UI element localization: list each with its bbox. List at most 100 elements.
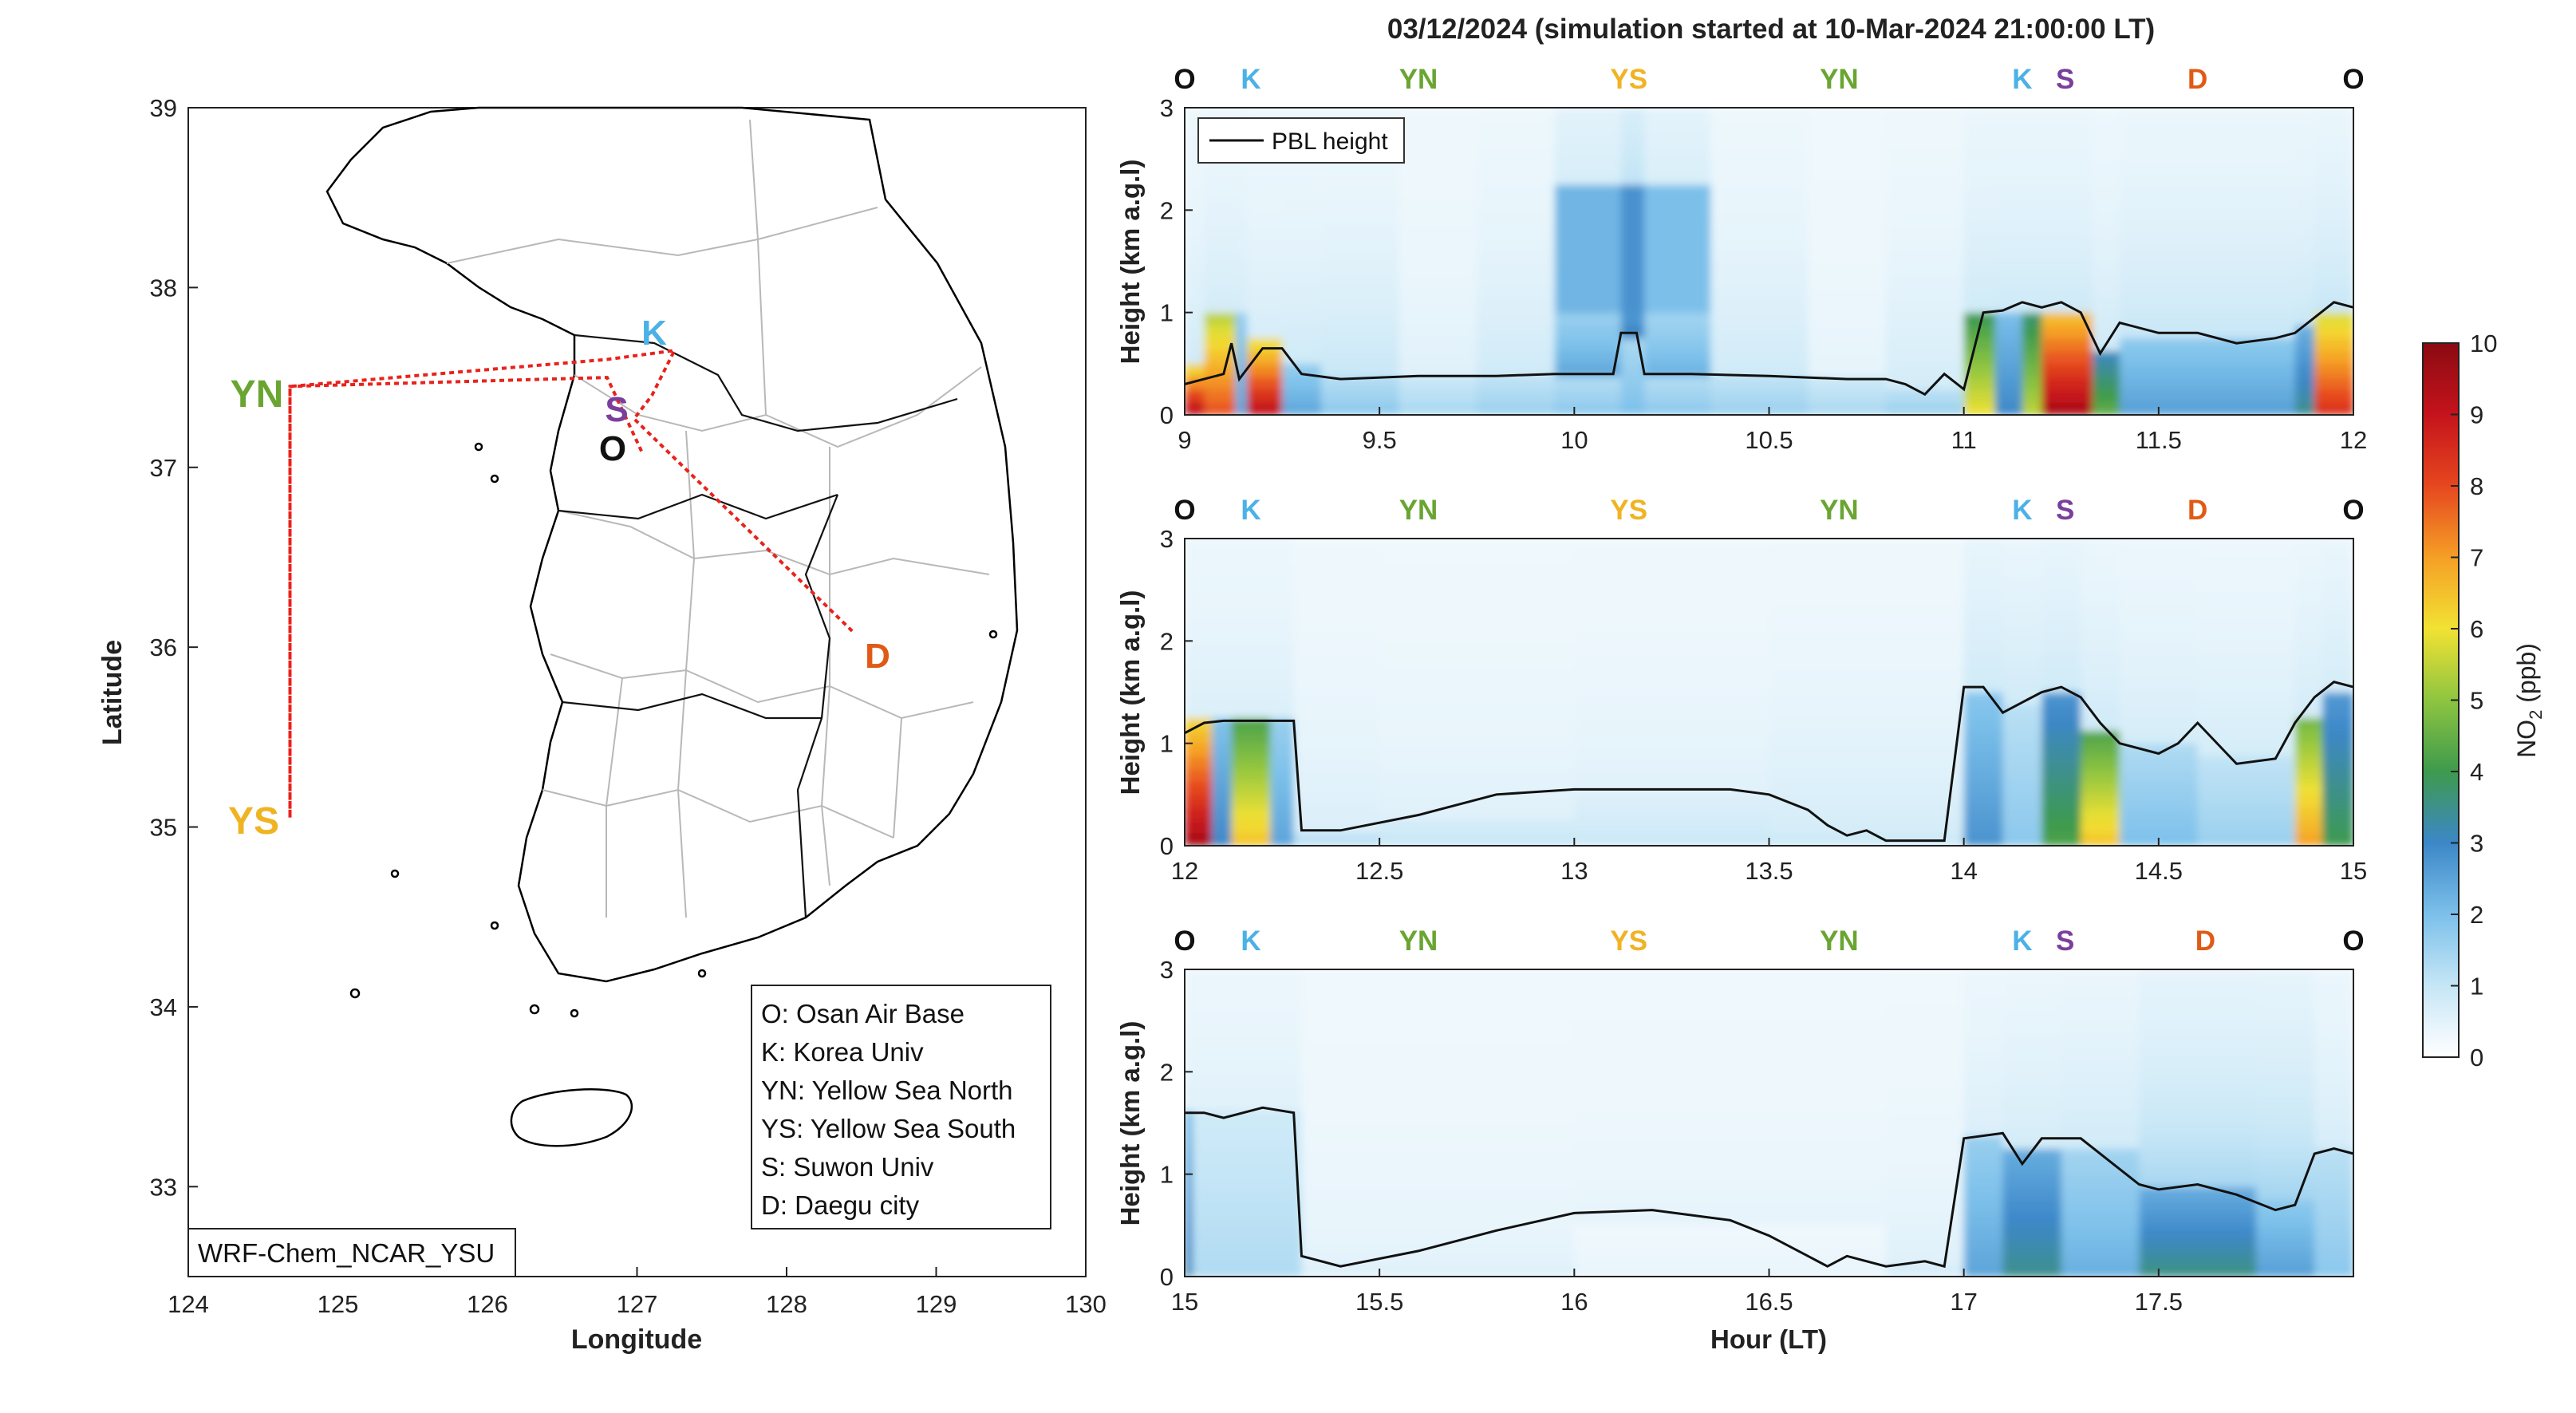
heat-cell (1379, 564, 1575, 578)
heat-cell (1574, 1186, 1887, 1201)
heat-cell (2139, 969, 2257, 983)
heat-cell (1192, 1186, 1302, 1201)
island-dot (988, 630, 998, 639)
heat-cell (2061, 1225, 2140, 1239)
heat-cell (2002, 1237, 2062, 1252)
model-label: WRF-Chem_NCAR_YSU (187, 1228, 516, 1277)
heat-cell (2061, 1072, 2140, 1085)
heat-cell (1270, 781, 1295, 795)
heat-cell (2197, 768, 2296, 783)
heat-cell (2294, 401, 2315, 415)
site-label-o: O (2342, 64, 2364, 95)
heat-cell (2294, 235, 2315, 249)
ytick-label: 3 (1160, 525, 1174, 553)
heat-cell (1554, 159, 1622, 172)
pbl-line-1 (1184, 301, 2354, 397)
heat-cell (2041, 120, 2093, 134)
heat-cell (2002, 1110, 2062, 1123)
heat-cell (1247, 235, 1283, 249)
heat-cell (1963, 1161, 2003, 1175)
heat-cell (1212, 832, 1233, 846)
heat-cell (1204, 223, 1236, 236)
heat-cell (1185, 692, 1213, 706)
heat-cell (1301, 1161, 1575, 1175)
ytick-label: 0 (1160, 832, 1174, 860)
pbl-line-2 (1184, 681, 2354, 843)
heat-cell (2139, 1263, 2257, 1277)
heat-cell (2322, 832, 2353, 846)
heat-cell (1554, 210, 1622, 223)
heat-cell (1185, 1072, 1193, 1085)
heat-cell (2092, 108, 2120, 121)
heat-cell (1994, 133, 2023, 147)
heat-cell (1554, 248, 1622, 262)
heat-cell (1886, 1020, 1965, 1034)
admin-line (820, 447, 830, 886)
heat-cell (1554, 261, 1622, 275)
heat-cell (2314, 995, 2353, 1008)
heat-cell (1192, 1033, 1302, 1047)
heat-cell (1963, 666, 2003, 680)
heat-cell (1554, 184, 1622, 198)
heat-cell (1963, 210, 1996, 223)
heat-cell (1963, 819, 2003, 834)
heat-cell (1808, 299, 1887, 314)
heat-cell (1204, 389, 1236, 403)
heat-cell (1185, 1046, 1193, 1060)
heat-cell (1247, 350, 1283, 365)
heat-cell (2002, 1072, 2062, 1085)
heat-cell (1994, 401, 2023, 415)
heat-cell (2002, 564, 2042, 578)
heat-cell (1379, 756, 1575, 770)
heat-cell (1398, 159, 1477, 172)
heat-cell (2002, 615, 2042, 629)
heat-cell (1574, 692, 1769, 706)
route-line (288, 348, 855, 819)
heat-cell (1204, 337, 1236, 352)
map-xtick-label: 126 (467, 1290, 508, 1318)
heat-cell (2041, 705, 2081, 719)
heat-cell (2041, 389, 2093, 403)
heat-cell (1185, 615, 1213, 629)
heat-cell (2120, 363, 2296, 377)
heat-cell (1963, 705, 2003, 719)
heat-cell (1282, 235, 1322, 249)
heat-cell (1204, 286, 1236, 301)
heat-cell (2322, 653, 2353, 667)
heat-cell (1212, 692, 1233, 706)
map-site-label-ys: YS (228, 800, 279, 843)
heat-cell (1963, 350, 1996, 365)
heat-cell (1554, 350, 1622, 365)
heat-cell (2022, 376, 2042, 390)
heat-cell (2294, 794, 2323, 808)
heat-cell (1574, 832, 1769, 846)
heat-cell (2092, 146, 2120, 160)
heat-cell (1270, 832, 1295, 846)
heat-cell (1282, 223, 1322, 236)
heat-cell (1710, 172, 1809, 185)
colorbar-tick-label: 9 (2470, 401, 2483, 429)
heat-cell (1320, 350, 1400, 365)
heat-cell (1293, 679, 1380, 693)
heat-cell (1398, 235, 1477, 249)
heat-cell (1185, 995, 1193, 1008)
heat-cell (1398, 401, 1477, 415)
heat-cell (2041, 551, 2081, 565)
heat-cell (2002, 653, 2042, 667)
heat-cell (2041, 717, 2081, 732)
site-label-s: S (2056, 495, 2074, 526)
heat-cell (2255, 1020, 2315, 1034)
heat-cell (2041, 743, 2081, 757)
site-label-k: K (2012, 64, 2032, 95)
heat-cell (1204, 261, 1236, 275)
heat-cell (1710, 312, 1809, 326)
heat-cell (1185, 602, 1213, 616)
heat-cell (1808, 146, 1887, 160)
heat-cell (1379, 768, 1575, 783)
heat-cell (1963, 1020, 2003, 1034)
legend-entry-o: O: Osan Air Base (761, 999, 965, 1028)
heat-cell (1301, 1123, 1575, 1137)
heat-cell (1710, 389, 1809, 403)
heat-cell (2314, 210, 2353, 223)
heat-cell (1710, 210, 1809, 223)
